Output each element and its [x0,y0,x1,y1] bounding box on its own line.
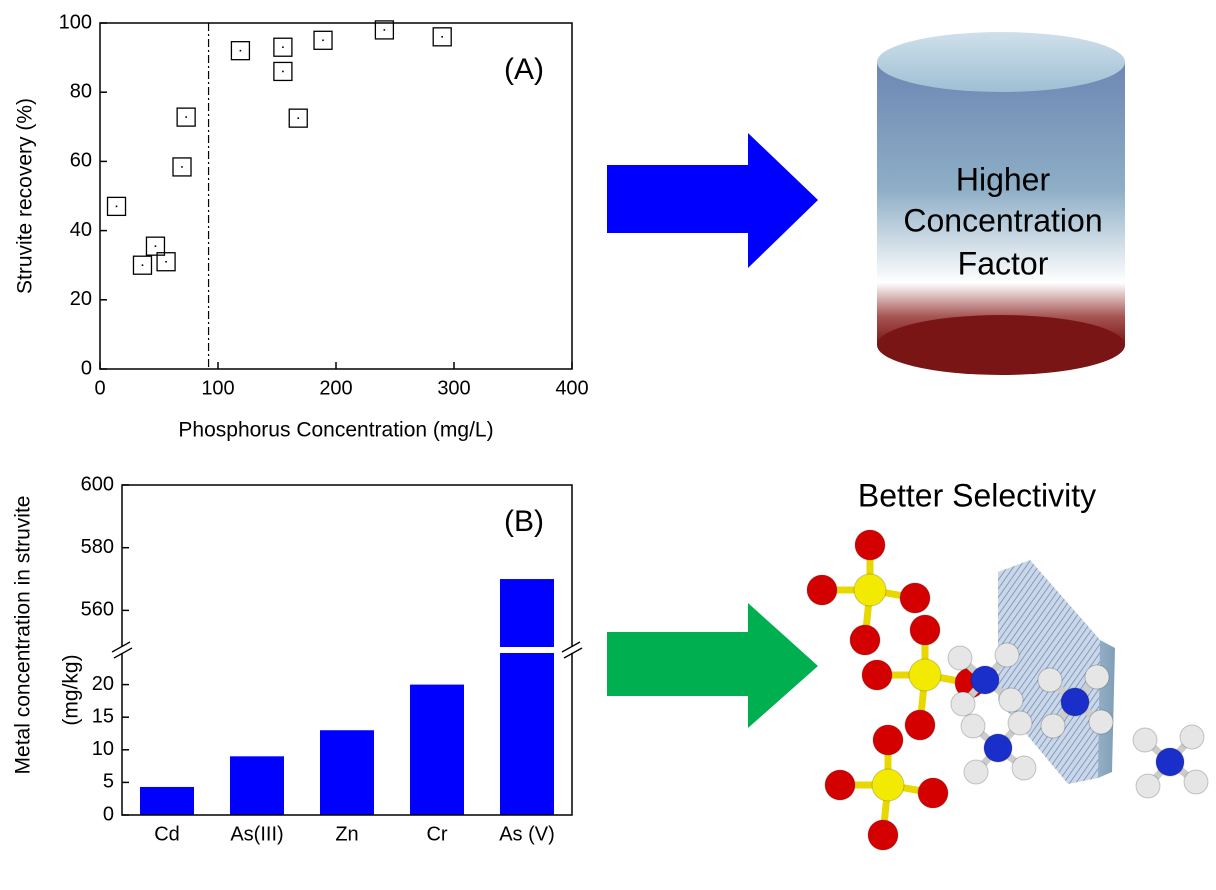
x-tick-label: 100 [201,377,234,399]
atom [1180,725,1204,749]
atom [999,688,1023,712]
arrow-blue [607,133,818,268]
atom [825,770,855,800]
atom [1156,748,1184,776]
atom [995,643,1019,667]
atom [862,660,892,690]
x-tick-label: Cd [154,823,180,845]
y-tick-label: 580 [81,536,114,558]
atom [905,710,935,740]
y-tick-label: 40 [70,219,92,241]
bar-break [499,647,555,653]
x-tick-label: 200 [319,377,352,399]
atom [961,714,985,738]
atom [1089,710,1113,734]
y-tick-label: 100 [59,11,92,33]
atom [872,769,904,801]
y-axis-label: Struvite recovery (%) [14,98,37,294]
atom [854,574,886,606]
atom [909,659,941,691]
atom [948,646,972,670]
x-tick-label: Cr [426,823,447,845]
x-tick-label: Zn [335,823,358,845]
atom [868,820,898,850]
x-tick-label: As (V) [499,823,555,845]
point-dot [322,40,324,42]
y-tick-label: 600 [81,473,114,495]
point-dot [142,264,144,266]
point-dot [165,261,167,263]
atom [873,725,903,755]
point-dot [384,29,386,31]
atom [1038,668,1062,692]
y-tick-label: 560 [81,599,114,621]
y-axis-label: (mg/kg) [60,654,83,725]
atom [850,625,880,655]
cylinder-label: Concentration [903,202,1102,238]
point-dot [297,117,299,119]
panel-annotation: (A) [504,53,544,86]
y-axis-label: Metal concentration in struvite [12,496,35,775]
x-tick-label: 400 [555,377,588,399]
y-tick-label: 80 [70,80,92,102]
y-tick-label: 10 [92,738,114,760]
bar [410,685,464,815]
y-tick-label: 0 [103,803,114,825]
atom [951,692,975,716]
cylinder-label: Higher [956,161,1051,197]
y-tick-label: 15 [92,705,114,727]
x-tick-label: 0 [94,377,105,399]
x-tick-label: As(III) [230,823,283,845]
atom [1061,688,1089,716]
point-dot [116,206,118,208]
point-dot [282,71,284,73]
atom [910,615,940,645]
x-tick-label: 300 [437,377,470,399]
y-tick-label: 0 [81,357,92,379]
atom [1012,756,1036,780]
atom [984,734,1012,762]
atom [1184,770,1208,794]
bar [230,756,284,815]
bar [320,730,374,815]
plot-frame [100,23,572,369]
atom [1041,714,1065,738]
cylinder-top [877,32,1125,92]
atom [918,778,948,808]
point-dot [185,116,187,118]
atom [855,530,885,560]
y-tick-label: 60 [70,150,92,172]
atom [900,583,930,613]
point-dot [240,50,242,52]
atom [1133,728,1157,752]
cylinder-label: Factor [958,245,1049,281]
y-tick-label: 20 [92,673,114,695]
atom [971,666,999,694]
x-axis-label: Phosphorus Concentration (mg/L) [178,419,493,442]
y-tick-label: 20 [70,288,92,310]
point-dot [181,166,183,168]
atom [964,760,988,784]
bar [140,787,194,815]
panel-annotation: (B) [504,505,544,538]
point-dot [441,36,443,38]
point-dot [282,46,284,48]
y-tick-label: 5 [103,771,114,793]
arrow-green [607,603,818,728]
atom [1008,711,1032,735]
cylinder-bottom [877,315,1125,375]
selectivity-title: Better Selectivity [858,477,1096,513]
figure: Higher Concentration Factor Better Selec… [0,0,1216,885]
atom [1085,665,1109,689]
point-dot [155,245,157,247]
atom [807,575,837,605]
atom [1136,774,1160,798]
bar [500,579,554,815]
